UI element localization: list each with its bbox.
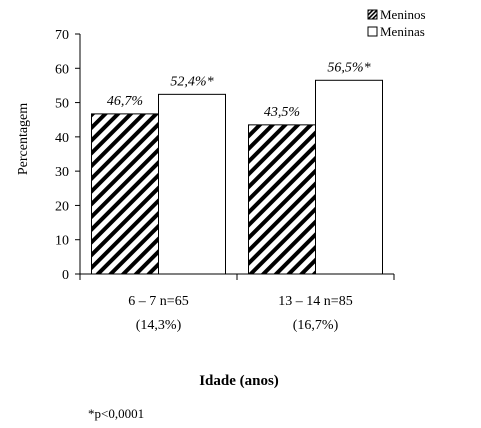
data-label-meninos-1: 46,7% [107, 94, 143, 109]
legend-swatch-meninos [367, 9, 378, 20]
y-tick-label: 40 [55, 131, 69, 146]
x-axis-ticks [79, 274, 395, 280]
y-tick-label: 30 [55, 165, 69, 180]
bar-meninas-2 [315, 79, 383, 275]
category-label-line1: 6 – 7 n=65 [128, 294, 188, 309]
y-tick-label: 20 [55, 199, 69, 214]
y-axis-ticks: 0 10 20 30 40 50 60 70 [55, 28, 80, 283]
bar-meninas-1 [158, 93, 226, 275]
category-label-line1: 13 – 14 n=85 [278, 294, 352, 309]
data-labels-group: 46,7% 43,5% 52,4%* 56,5%* [107, 60, 371, 120]
category-label-line2: (14,3%) [136, 318, 182, 333]
legend-label-meninos: Meninos [380, 7, 426, 22]
data-label-meninas-1: 52,4%* [170, 74, 213, 89]
legend-label-meninas: Meninas [380, 24, 425, 39]
category-label-line2: (16,7%) [293, 318, 339, 333]
legend: Meninos Meninas [367, 7, 426, 39]
y-tick-label: 10 [55, 234, 69, 249]
y-axis-title: Percentagem [16, 103, 31, 175]
data-label-meninos-2: 43,5% [264, 105, 300, 120]
bar-meninos-1 [91, 113, 159, 275]
footnote: *p<0,0001 [88, 406, 144, 421]
y-tick-label: 0 [62, 268, 69, 283]
bars-group [91, 79, 383, 275]
bar-meninos-2 [248, 124, 316, 275]
x-axis-title: Idade (anos) [199, 373, 279, 389]
data-label-meninas-2: 56,5%* [327, 60, 370, 75]
y-tick-label: 60 [55, 62, 69, 77]
category-labels-group: 6 – 7 n=65 (14,3%) 13 – 14 n=85 (16,7%) [128, 294, 352, 333]
legend-swatch-meninas [367, 26, 378, 37]
y-tick-label: 50 [55, 97, 69, 112]
y-tick-label: 70 [55, 28, 69, 43]
